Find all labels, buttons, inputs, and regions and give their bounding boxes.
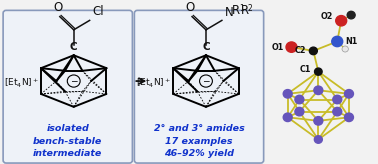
Circle shape [295, 107, 304, 116]
Circle shape [333, 107, 342, 116]
Text: O: O [53, 1, 62, 14]
Circle shape [336, 16, 347, 26]
Text: 2: 2 [248, 4, 253, 13]
FancyBboxPatch shape [134, 10, 263, 163]
Circle shape [347, 11, 355, 19]
Text: 17 examples: 17 examples [165, 137, 233, 146]
Circle shape [295, 95, 304, 104]
FancyBboxPatch shape [3, 10, 132, 163]
Circle shape [309, 47, 318, 55]
Text: 46–92% yield: 46–92% yield [164, 149, 234, 158]
Text: O1: O1 [271, 43, 284, 52]
Text: isolated: isolated [46, 124, 89, 133]
Text: [Et$_4$N]$^+$: [Et$_4$N]$^+$ [5, 76, 40, 90]
Text: C: C [202, 42, 210, 52]
Text: N: N [225, 6, 234, 19]
Circle shape [333, 95, 342, 104]
Text: −: − [202, 77, 210, 86]
Text: C1: C1 [300, 65, 311, 74]
Circle shape [344, 90, 353, 98]
Circle shape [342, 46, 349, 52]
Text: C2: C2 [295, 46, 307, 55]
Text: R: R [241, 4, 249, 17]
Text: N1: N1 [345, 37, 358, 46]
Circle shape [332, 36, 343, 47]
Circle shape [344, 113, 353, 122]
Circle shape [314, 117, 323, 125]
Circle shape [314, 86, 323, 94]
Text: 2° and 3° amides: 2° and 3° amides [153, 124, 245, 133]
Circle shape [286, 42, 297, 52]
Text: Cl: Cl [93, 5, 104, 18]
Text: intermediate: intermediate [33, 149, 102, 158]
Text: O2: O2 [321, 12, 333, 21]
Circle shape [314, 136, 322, 143]
Circle shape [283, 90, 292, 98]
Text: O: O [186, 1, 195, 14]
Text: R: R [232, 4, 240, 17]
Circle shape [314, 68, 322, 75]
Text: C: C [70, 42, 77, 52]
Text: −: − [70, 77, 77, 86]
Text: bench-stable: bench-stable [33, 137, 102, 146]
Text: [Et$_4$N]$^+$: [Et$_4$N]$^+$ [136, 76, 171, 90]
Circle shape [283, 113, 292, 122]
Text: 1: 1 [239, 4, 243, 13]
